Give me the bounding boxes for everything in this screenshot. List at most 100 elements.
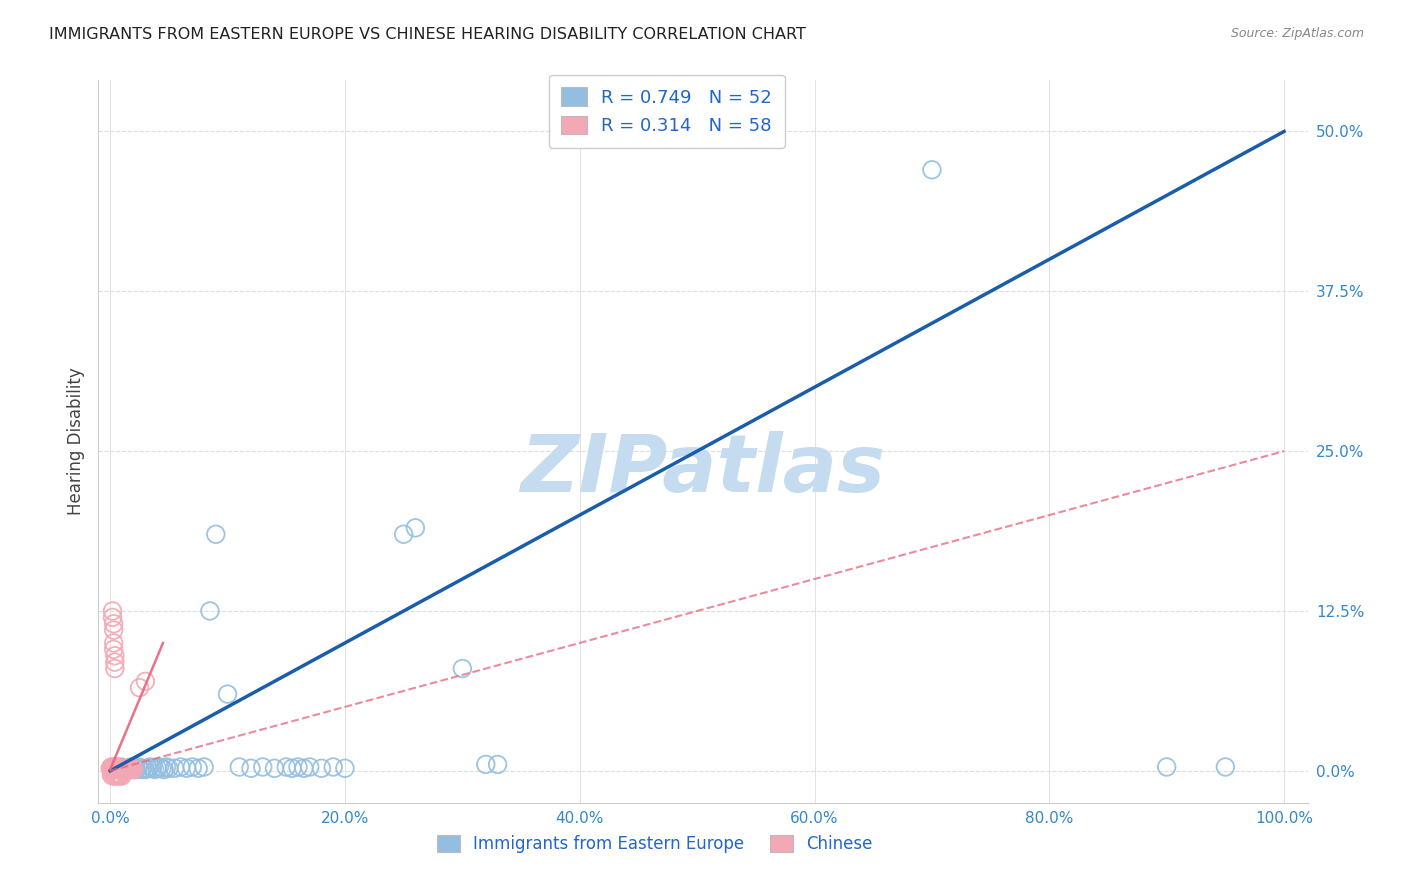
Point [110, 761, 132, 775]
Text: IMMIGRANTS FROM EASTERN EUROPE VS CHINESE HEARING DISABILITY CORRELATION CHART: IMMIGRANTS FROM EASTERN EUROPE VS CHINES… [49, 27, 806, 42]
Text: ZIPatlas: ZIPatlas [520, 432, 886, 509]
Point [118, 763, 141, 777]
Point [146, 761, 169, 775]
Point [298, 760, 321, 774]
Legend: Immigrants from Eastern Europe, Chinese: Immigrants from Eastern Europe, Chinese [430, 828, 879, 860]
Text: Source: ZipAtlas.com: Source: ZipAtlas.com [1230, 27, 1364, 40]
Y-axis label: Hearing Disability: Hearing Disability [66, 368, 84, 516]
Point [100, 760, 122, 774]
Point [127, 760, 149, 774]
Point [392, 527, 415, 541]
Point [101, 761, 124, 775]
Point [404, 521, 426, 535]
Point [141, 761, 163, 775]
Point [105, 769, 128, 783]
Point [276, 760, 298, 774]
Point [107, 761, 129, 775]
Point [128, 681, 150, 695]
Point [103, 761, 125, 775]
Point [1215, 760, 1237, 774]
Point [105, 761, 128, 775]
Point [103, 763, 125, 777]
Point [105, 760, 128, 774]
Point [322, 760, 344, 774]
Point [103, 636, 125, 650]
Point [228, 760, 250, 774]
Point [163, 761, 186, 775]
Point [921, 162, 943, 177]
Point [110, 763, 132, 777]
Point [117, 761, 139, 775]
Point [107, 763, 129, 777]
Point [150, 761, 173, 775]
Point [100, 767, 122, 781]
Point [311, 761, 333, 775]
Point [122, 761, 145, 775]
Point [108, 761, 131, 775]
Point [101, 760, 124, 774]
Point [134, 674, 156, 689]
Point [103, 761, 125, 775]
Point [176, 761, 198, 775]
Point [451, 661, 474, 675]
Point [101, 763, 124, 777]
Point [153, 763, 176, 777]
Point [103, 767, 125, 781]
Point [108, 763, 131, 777]
Point [486, 757, 509, 772]
Point [105, 763, 128, 777]
Point [143, 763, 166, 777]
Point [101, 604, 124, 618]
Point [139, 760, 162, 774]
Point [114, 763, 136, 777]
Point [1156, 760, 1178, 774]
Point [104, 761, 127, 775]
Point [114, 761, 136, 775]
Point [120, 760, 142, 774]
Point [107, 767, 129, 781]
Point [120, 763, 142, 777]
Point [112, 763, 135, 777]
Point [111, 769, 134, 783]
Point [252, 760, 274, 774]
Point [103, 616, 125, 631]
Point [134, 763, 156, 777]
Point [104, 661, 127, 675]
Point [104, 648, 127, 663]
Point [100, 763, 122, 777]
Point [120, 761, 142, 775]
Point [110, 760, 132, 774]
Point [117, 761, 139, 775]
Point [187, 761, 209, 775]
Point [193, 760, 215, 774]
Point [169, 760, 191, 774]
Point [104, 769, 127, 783]
Point [204, 527, 226, 541]
Point [132, 761, 155, 775]
Point [111, 761, 134, 775]
Point [112, 761, 135, 775]
Point [198, 604, 221, 618]
Point [121, 761, 143, 775]
Point [104, 655, 127, 669]
Point [155, 760, 177, 774]
Point [103, 642, 125, 657]
Point [105, 760, 128, 774]
Point [105, 761, 128, 775]
Point [107, 763, 129, 777]
Point [333, 761, 356, 775]
Point [112, 761, 135, 775]
Point [129, 763, 152, 777]
Point [101, 769, 124, 783]
Point [122, 763, 145, 777]
Point [136, 761, 159, 775]
Point [181, 760, 204, 774]
Point [101, 610, 124, 624]
Point [263, 761, 285, 775]
Point [105, 767, 128, 781]
Point [148, 760, 170, 774]
Point [124, 763, 146, 777]
Point [292, 761, 315, 775]
Point [98, 761, 121, 775]
Point [125, 761, 148, 775]
